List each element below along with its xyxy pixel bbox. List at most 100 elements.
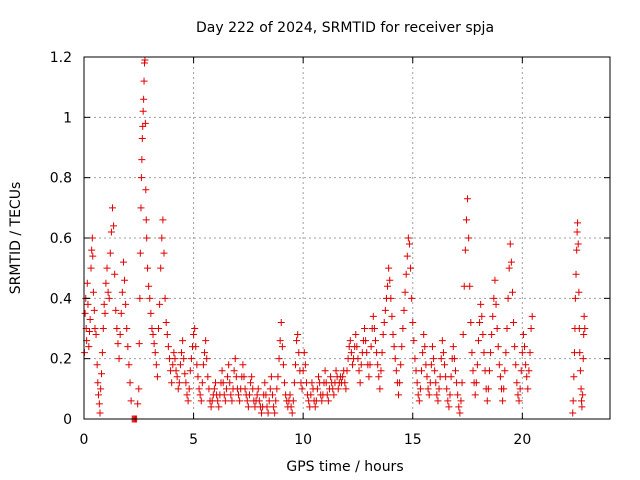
- data-point: [288, 409, 296, 417]
- data-point: [89, 288, 97, 296]
- data-point: [579, 391, 587, 399]
- data-point: [178, 349, 186, 357]
- data-point: [104, 288, 112, 296]
- data-point: [100, 300, 108, 308]
- data-point: [381, 306, 389, 314]
- data-point: [111, 270, 119, 278]
- data-point: [118, 288, 126, 296]
- data-point: [472, 379, 480, 387]
- data-point: [89, 252, 97, 260]
- data-point: [281, 379, 289, 387]
- data-point: [136, 294, 144, 302]
- data-point: [301, 361, 309, 369]
- data-point: [321, 367, 329, 375]
- data-point: [573, 246, 581, 254]
- data-point: [116, 331, 124, 339]
- data-point: [275, 355, 283, 363]
- data-point: [574, 240, 582, 248]
- data-point: [168, 379, 176, 387]
- data-point: [581, 325, 589, 332]
- data-point: [576, 367, 584, 375]
- data-point: [290, 379, 298, 387]
- data-point: [221, 397, 229, 405]
- x-tick-label: 5: [189, 432, 198, 448]
- data-point: [262, 391, 270, 399]
- data-point: [185, 385, 193, 393]
- data-point: [142, 186, 150, 194]
- data-point: [187, 355, 195, 363]
- data-point: [93, 361, 101, 369]
- data-point: [450, 355, 458, 363]
- data-point: [263, 403, 271, 411]
- data-point: [414, 391, 422, 399]
- data-point: [160, 249, 168, 257]
- data-point: [255, 397, 263, 405]
- data-point: [122, 300, 130, 308]
- data-point: [136, 249, 144, 257]
- data-point: [203, 355, 211, 363]
- data-point: [97, 385, 105, 393]
- data-point: [90, 306, 98, 314]
- data-point: [85, 328, 93, 336]
- data-point: [574, 219, 582, 227]
- data-point: [224, 373, 232, 381]
- data-point: [84, 300, 92, 308]
- data-point: [248, 373, 256, 381]
- data-points: [80, 56, 589, 423]
- data-point: [191, 325, 199, 332]
- data-point: [503, 325, 511, 332]
- data-point: [408, 294, 416, 302]
- data-point: [480, 349, 488, 357]
- data-point: [222, 385, 230, 393]
- data-point: [418, 367, 426, 375]
- data-point: [265, 397, 273, 405]
- data-point: [577, 385, 585, 393]
- data-point: [174, 385, 182, 393]
- data-point: [138, 156, 146, 164]
- data-point: [525, 367, 533, 375]
- data-point: [385, 264, 393, 272]
- data-point: [110, 222, 118, 230]
- data-point: [423, 373, 431, 381]
- data-point: [85, 343, 93, 351]
- data-point: [181, 370, 189, 378]
- data-point: [134, 400, 142, 408]
- data-point: [514, 391, 522, 399]
- data-point: [362, 337, 370, 345]
- data-point: [477, 300, 485, 308]
- data-point: [341, 379, 349, 387]
- data-point: [523, 373, 531, 381]
- data-point: [347, 349, 355, 357]
- data-point: [527, 325, 535, 332]
- data-point: [300, 349, 308, 357]
- data-point: [138, 134, 146, 142]
- data-point: [135, 340, 143, 348]
- data-point: [397, 361, 405, 369]
- data-point: [572, 270, 580, 278]
- data-point: [499, 397, 507, 405]
- data-point: [210, 385, 218, 393]
- data-point: [573, 228, 581, 236]
- data-point: [361, 325, 369, 332]
- data-point: [430, 355, 438, 363]
- data-point: [88, 246, 96, 254]
- data-point: [371, 337, 379, 345]
- data-point: [475, 337, 482, 345]
- data-point: [289, 397, 297, 405]
- data-point: [324, 397, 332, 405]
- data-point: [386, 276, 394, 284]
- data-point: [184, 397, 192, 405]
- data-point: [366, 361, 374, 369]
- data-point: [220, 391, 228, 399]
- data-point: [286, 391, 294, 399]
- data-point: [487, 349, 495, 357]
- data-point: [214, 397, 222, 405]
- data-point: [279, 361, 287, 369]
- data-point: [492, 300, 500, 308]
- data-point: [473, 361, 481, 369]
- data-point: [392, 367, 400, 375]
- data-point: [420, 331, 428, 339]
- data-point: [287, 403, 295, 411]
- data-point: [471, 391, 479, 399]
